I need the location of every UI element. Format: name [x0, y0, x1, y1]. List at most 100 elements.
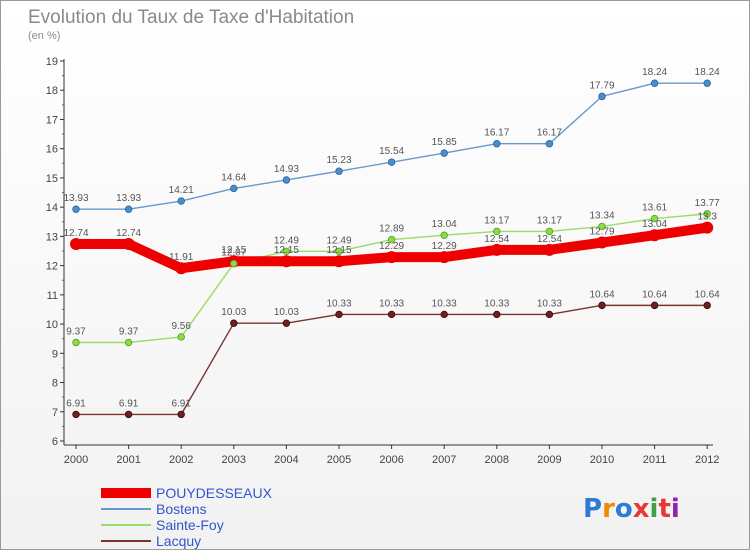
data-label: 14.21	[169, 185, 194, 196]
data-point	[545, 227, 554, 236]
data-point	[70, 237, 82, 250]
legend-label: Bostens	[156, 501, 207, 517]
data-point	[72, 338, 80, 347]
x-tick-label: 2006	[379, 454, 403, 466]
data-point	[335, 167, 343, 175]
data-label: 10.33	[379, 298, 404, 309]
data-point	[124, 205, 133, 213]
data-label: 16.17	[484, 128, 509, 139]
data-point	[703, 301, 711, 310]
data-point	[493, 140, 501, 148]
x-tick-label: 2000	[64, 454, 88, 466]
data-label: 13.3	[697, 212, 717, 223]
data-label: 12.79	[589, 227, 614, 238]
data-point	[72, 205, 80, 213]
chart-title: Evolution du Taux de Taxe d'Habitation	[28, 7, 355, 28]
data-label: 6.91	[66, 398, 86, 409]
data-label: 9.37	[119, 326, 139, 337]
x-tick-label: 2003	[222, 454, 246, 466]
data-label: 10.03	[221, 307, 246, 318]
data-label: 9.56	[171, 321, 191, 332]
data-label: 10.33	[432, 298, 457, 309]
data-point	[333, 255, 345, 268]
data-label: 12.54	[484, 234, 509, 245]
y-tick-label: 14	[46, 202, 58, 214]
y-tick-label: 7	[52, 407, 58, 419]
data-point	[596, 236, 608, 249]
data-point	[701, 221, 714, 234]
y-tick-label: 19	[46, 56, 58, 68]
data-label: 13.04	[642, 219, 667, 230]
data-label: 12.15	[326, 245, 351, 256]
data-label: 10.33	[484, 298, 509, 309]
data-label: 12.29	[432, 241, 457, 252]
data-point	[440, 231, 448, 239]
data-point	[703, 210, 711, 218]
legend-label: Lacquy	[156, 533, 201, 549]
data-label: 16.17	[537, 128, 562, 139]
x-tick-label: 2012	[695, 454, 719, 466]
y-tick-label: 12	[46, 261, 58, 273]
data-point	[177, 410, 185, 419]
data-label: 17.79	[589, 80, 614, 91]
data-point	[545, 310, 554, 319]
data-label: 12.89	[379, 224, 404, 235]
data-label: 9.37	[66, 326, 86, 337]
data-point	[282, 176, 291, 184]
y-tick-label: 10	[46, 319, 58, 331]
data-point	[230, 319, 238, 327]
data-point	[440, 149, 448, 157]
data-label: 10.33	[326, 298, 351, 309]
data-label: 13.17	[537, 215, 562, 226]
data-point	[177, 197, 185, 205]
data-label: 12.74	[116, 228, 141, 239]
data-label: 12.49	[326, 235, 351, 246]
data-point	[703, 79, 711, 87]
data-label: 15.54	[379, 146, 404, 157]
data-point	[230, 259, 238, 268]
y-tick-label: 11	[47, 290, 58, 302]
y-tick-label: 15	[46, 173, 58, 185]
data-point	[543, 243, 556, 256]
data-point	[598, 92, 606, 101]
data-label: 15.85	[432, 137, 457, 148]
x-tick-label: 2011	[643, 454, 667, 466]
data-point	[490, 243, 503, 256]
y-tick-label: 6	[52, 436, 58, 448]
x-tick-label: 2010	[590, 454, 614, 466]
data-point	[282, 247, 291, 255]
data-point	[493, 310, 501, 319]
data-label: 12.29	[379, 241, 404, 252]
data-point	[280, 255, 293, 268]
x-tick-label: 2009	[537, 454, 561, 466]
x-tick-label: 2004	[274, 454, 298, 466]
data-point	[545, 140, 554, 148]
data-label: 10.64	[695, 289, 720, 300]
data-label: 12.15	[221, 245, 246, 256]
data-label: 15.23	[326, 155, 351, 166]
y-tick-label: 8	[52, 378, 58, 390]
y-tick-label: 9	[52, 348, 58, 360]
data-point	[122, 237, 135, 250]
proxiti-logo: Proxiti	[583, 494, 680, 524]
data-label: 6.91	[171, 398, 191, 409]
data-point	[282, 319, 291, 327]
data-label: 12.15	[274, 245, 299, 256]
data-label: 6.91	[119, 398, 139, 409]
data-point	[230, 184, 238, 193]
data-label: 12.49	[274, 235, 299, 246]
data-label: 12.54	[537, 234, 562, 245]
y-tick-label: 17	[46, 114, 58, 126]
data-label: 14.93	[274, 164, 299, 175]
data-point	[387, 310, 396, 319]
data-label: 18.24	[642, 67, 667, 78]
data-point	[385, 251, 398, 264]
y-tick-label: 13	[46, 231, 58, 243]
data-label: 13.34	[589, 210, 614, 221]
data-label: 10.64	[589, 289, 614, 300]
x-tick-label: 2008	[485, 454, 509, 466]
x-tick-label: 2001	[116, 454, 140, 466]
legend-label: Sainte-Foy	[156, 517, 224, 533]
